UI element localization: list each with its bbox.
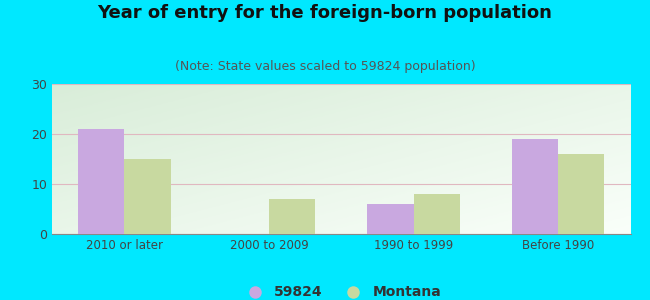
Bar xyxy=(413,194,460,234)
Bar xyxy=(269,199,315,234)
Legend: 59824, Montana: 59824, Montana xyxy=(235,280,447,300)
Text: (Note: State values scaled to 59824 population): (Note: State values scaled to 59824 popu… xyxy=(175,60,475,73)
Bar xyxy=(558,154,605,234)
Bar xyxy=(78,129,124,234)
Bar xyxy=(512,139,558,234)
Text: Year of entry for the foreign-born population: Year of entry for the foreign-born popul… xyxy=(98,4,552,22)
Bar xyxy=(367,204,413,234)
Bar xyxy=(124,159,170,234)
